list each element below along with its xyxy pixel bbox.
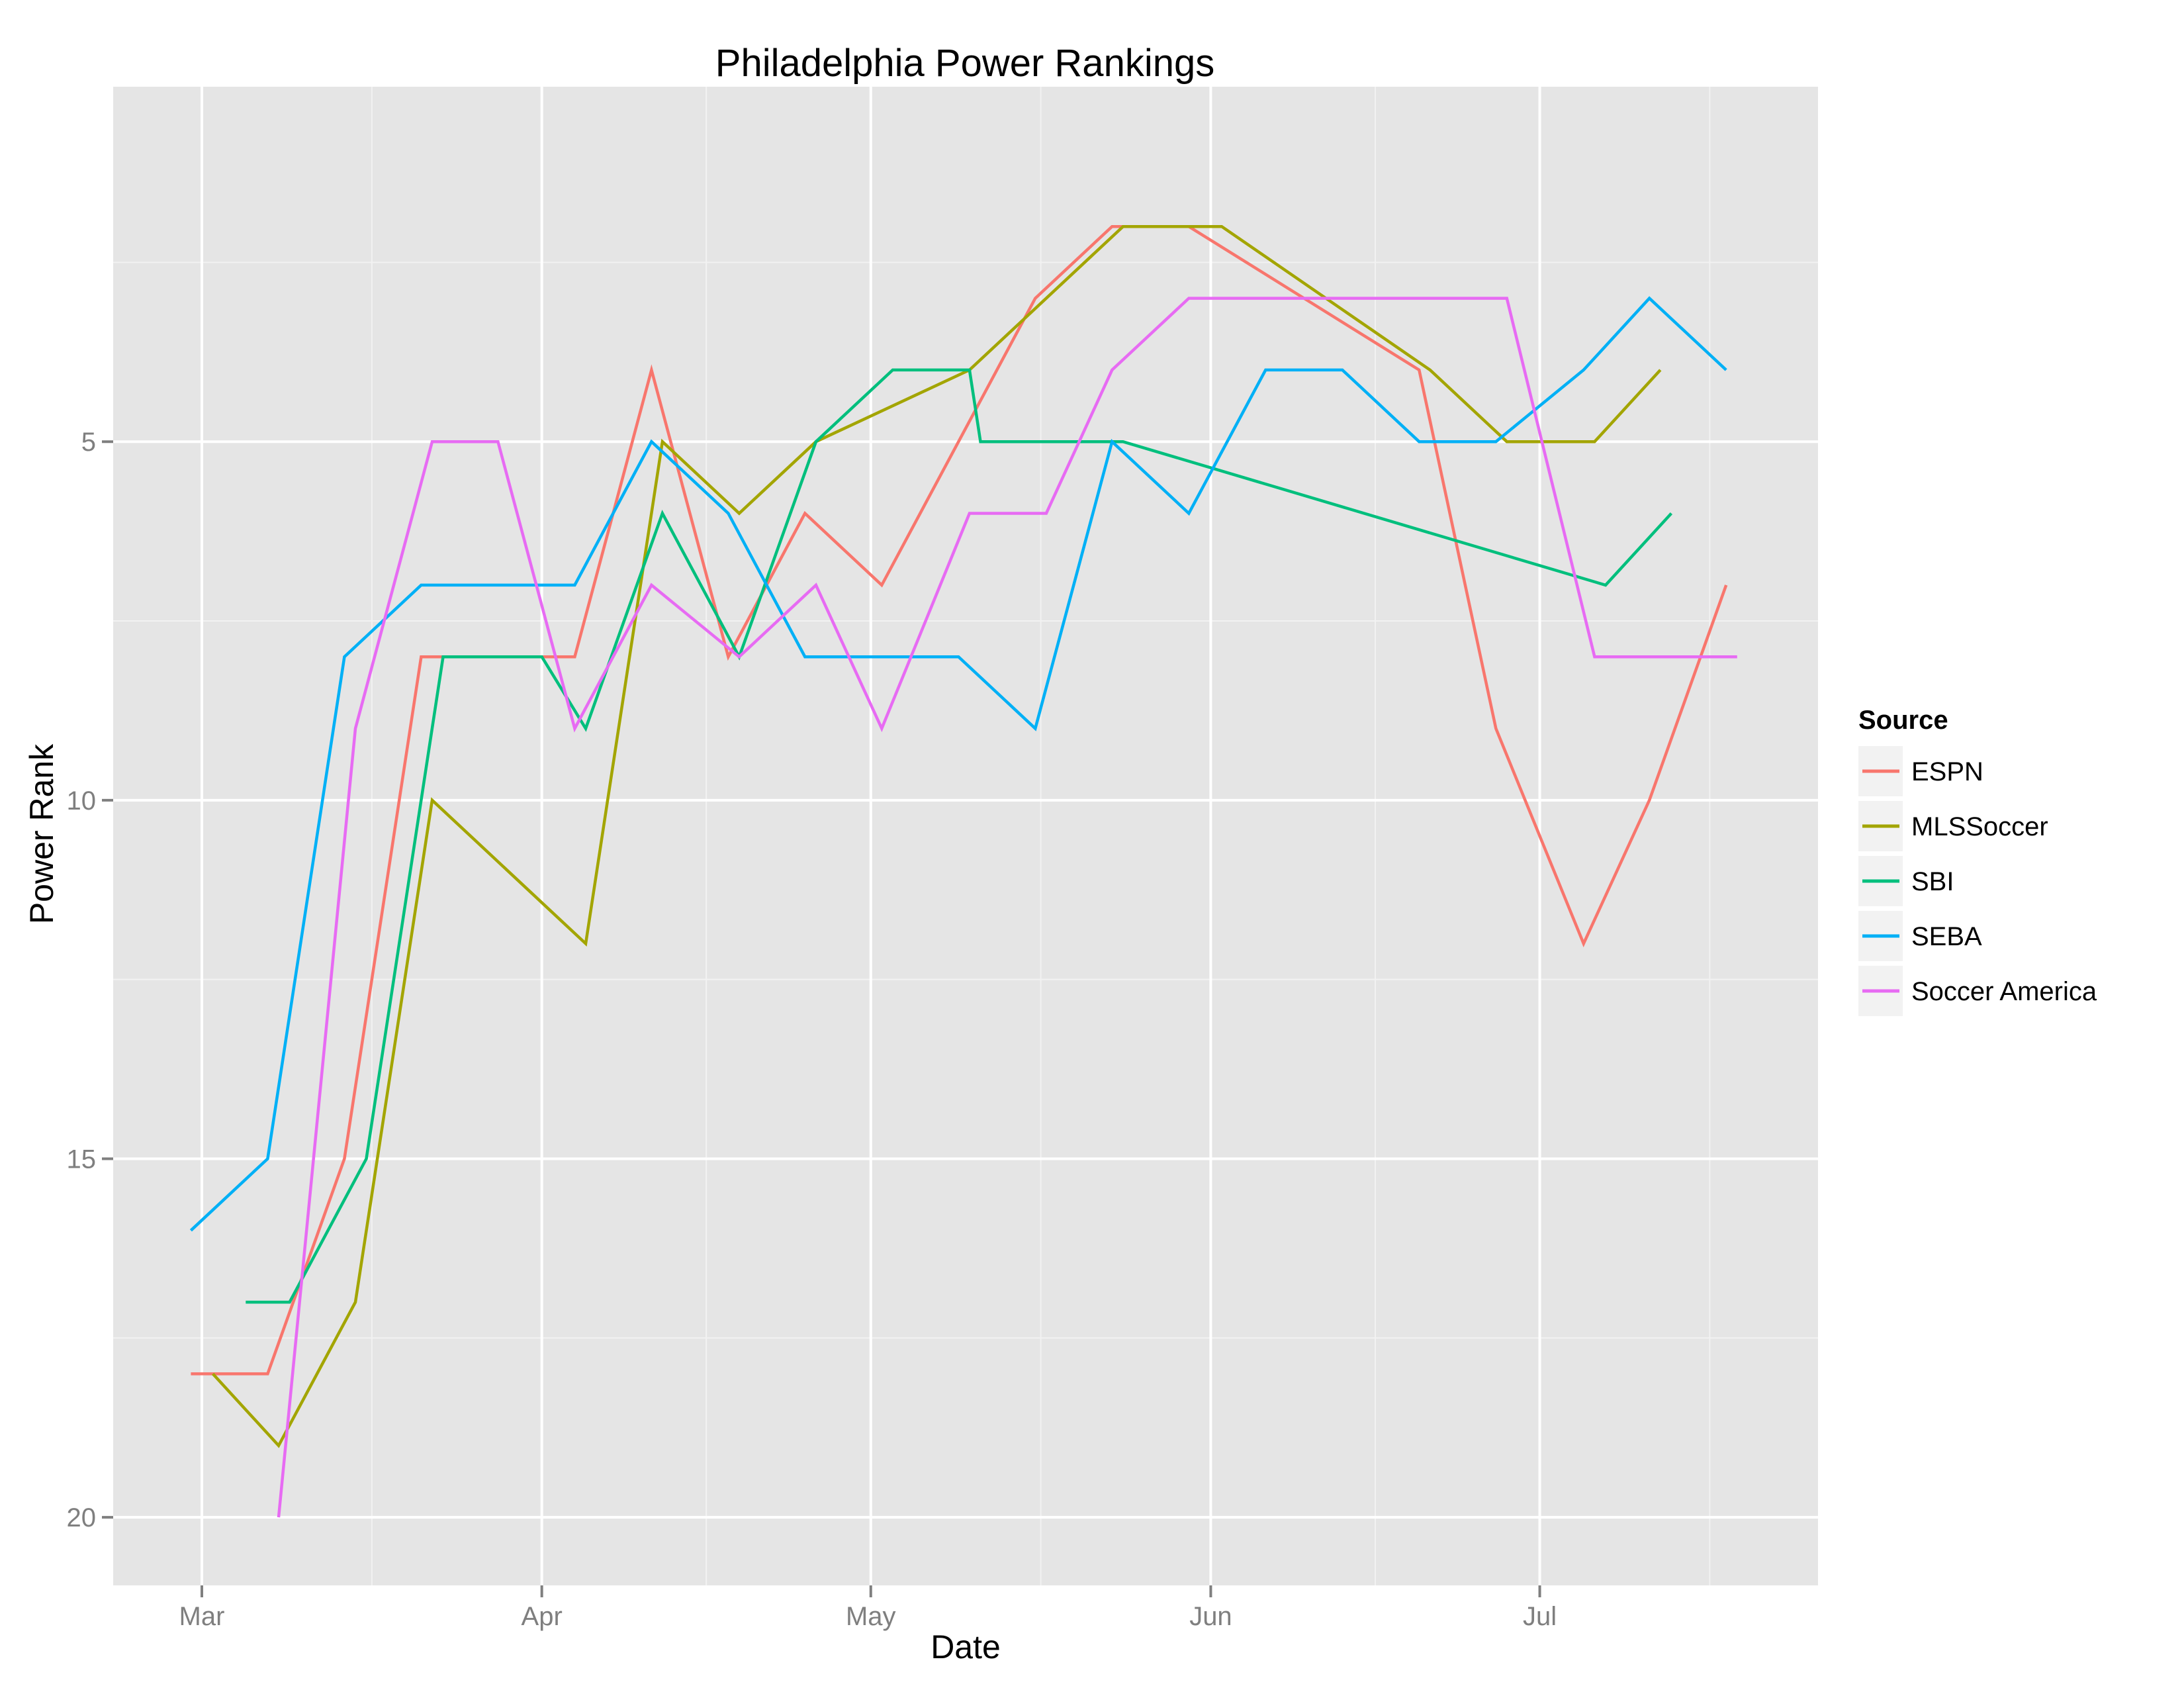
chart-title: Philadelphia Power Rankings: [715, 42, 1214, 85]
y-axis-title: Power Rank: [23, 743, 60, 924]
legend-item-seba: SEBA: [1858, 911, 1982, 961]
minor-gridlines: [113, 87, 1818, 1585]
legend-label: SEBA: [1911, 922, 1982, 951]
x-tick-label: Apr: [522, 1602, 563, 1631]
legend-item-sbi: SBI: [1858, 856, 1954, 906]
series-line-seba: [189, 296, 1727, 1232]
series-lines: [189, 224, 1737, 1518]
y-tick-label: 20: [67, 1503, 97, 1532]
legend-items: ESPN MLSSoccer SBI SEBA Soccer America: [1858, 746, 2097, 1016]
legend-title: Source: [1858, 706, 1948, 735]
x-axis: Mar Apr May Jun Jul: [179, 1585, 1557, 1631]
series-line-espn: [191, 224, 1728, 1376]
plot-panel: [113, 87, 1818, 1585]
series-line-soccer-america: [277, 297, 1737, 1518]
legend-item-soccer-america: Soccer America: [1858, 966, 2097, 1016]
legend-label: MLSSoccer: [1911, 812, 2048, 841]
x-tick-label: Jun: [1189, 1602, 1232, 1631]
legend-label: SBI: [1911, 867, 1954, 896]
legend: Source ESPN MLSSoccer SBI SEBA Soccer Americ…: [1858, 706, 2097, 1016]
legend-item-mlssoccer: MLSSoccer: [1858, 801, 2048, 851]
y-tick-label: 15: [67, 1145, 97, 1174]
y-tick-label: 5: [81, 428, 96, 457]
legend-label: ESPN: [1911, 757, 1983, 786]
panel-background: [113, 87, 1818, 1585]
x-axis-title: Date: [931, 1628, 1001, 1665]
legend-label: Soccer America: [1911, 977, 2097, 1006]
legend-item-espn: ESPN: [1858, 746, 1983, 796]
x-tick-label: Jul: [1523, 1602, 1557, 1631]
x-tick-label: Mar: [179, 1602, 225, 1631]
y-axis: 5 10 15 20: [67, 428, 113, 1532]
x-tick-label: May: [846, 1602, 896, 1631]
y-tick-label: 10: [67, 786, 97, 816]
